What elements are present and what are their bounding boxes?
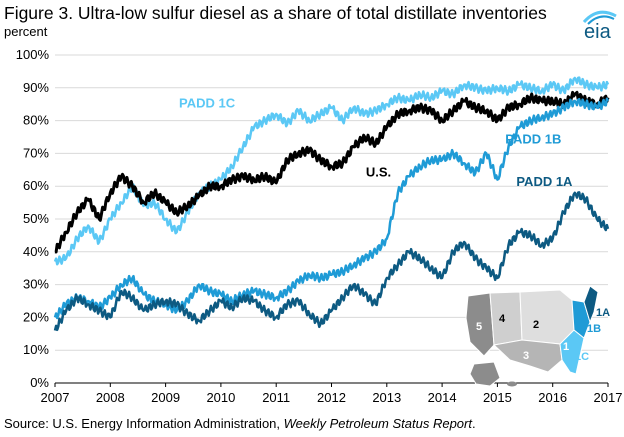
source-prefix: Source: U.S. Energy Information Administ… <box>4 416 284 431</box>
y-tick-label: 0% <box>30 375 49 390</box>
series-line-padd-1a <box>53 191 610 332</box>
y-tick-label: 70% <box>23 145 49 160</box>
map-label-1: 1 <box>563 341 569 353</box>
series-label-padd-1b: PADD 1B <box>505 132 561 147</box>
series-label-u-s-: U.S. <box>366 164 391 179</box>
series-line-u-s- <box>54 90 610 254</box>
y-tick-label: 50% <box>23 211 49 226</box>
x-tick-label: 2014 <box>428 390 457 405</box>
source-note: Source: U.S. Energy Information Administ… <box>4 416 476 431</box>
map-label-3: 3 <box>523 350 529 362</box>
x-tick-label: 2010 <box>206 390 235 405</box>
y-axis-unit: percent <box>4 24 48 39</box>
x-tick-label: 2016 <box>538 390 567 405</box>
source-suffix: . <box>471 416 476 431</box>
eia-logo-icon: eia <box>578 6 620 43</box>
map-alaska <box>469 361 501 387</box>
map-padd-1b <box>571 299 591 339</box>
map-padd-4 <box>489 291 523 346</box>
y-tick-label: 100% <box>16 47 50 62</box>
x-axis-ticks: 2007 2008 2009 2010 2011 2012 2013 2014 2015 2016… <box>41 383 623 405</box>
y-tick-label: 40% <box>23 244 49 259</box>
source-publication: Weekly Petroleum Status Report <box>283 416 472 431</box>
x-tick-label: 2017 <box>594 390 623 405</box>
logo-text: eia <box>584 21 612 40</box>
map-label-1a: 1A <box>596 307 610 319</box>
x-tick-label: 2013 <box>372 390 401 405</box>
x-tick-label: 2011 <box>262 390 290 405</box>
series-lines <box>53 76 610 332</box>
map-hawaii <box>507 381 517 387</box>
map-label-2: 2 <box>533 319 539 331</box>
y-tick-label: 20% <box>23 309 49 324</box>
y-tick-label: 10% <box>23 342 49 357</box>
x-tick-label: 2008 <box>96 390 125 405</box>
y-tick-label: 90% <box>23 80 49 95</box>
map-label-4: 4 <box>499 313 506 325</box>
y-axis-ticks: 0% 10% 20% 30% 40% 50% 60% 70% 80% 90% 100% <box>16 47 50 390</box>
map-padd-1a <box>583 285 599 324</box>
x-tick-label: 2015 <box>483 390 512 405</box>
y-tick-label: 60% <box>23 178 49 193</box>
map-padd-2 <box>519 289 575 345</box>
series-label-padd-1c: PADD 1C <box>179 95 236 110</box>
map-padd-3 <box>492 339 563 373</box>
x-tick-label: 2007 <box>41 390 70 405</box>
padd-map-inset: 5 4 2 3 1 1A 1B 1C <box>465 285 610 387</box>
map-label-1c: 1C <box>575 351 589 363</box>
series-labels: PADD 1C U.S. PADD 1B PADD 1A <box>179 95 573 189</box>
series-label-padd-1a: PADD 1A <box>516 174 573 189</box>
x-tick-label: 2012 <box>317 390 346 405</box>
map-label-5: 5 <box>476 321 482 333</box>
series-line-padd-1b <box>53 97 610 320</box>
y-tick-label: 80% <box>23 113 49 128</box>
chart-title: Figure 3. Ultra-low sulfur diesel as a s… <box>4 3 547 23</box>
map-label-1b: 1B <box>587 323 601 335</box>
x-tick-label: 2009 <box>151 390 180 405</box>
y-tick-label: 30% <box>23 277 49 292</box>
series-line-padd-1c <box>53 76 610 266</box>
